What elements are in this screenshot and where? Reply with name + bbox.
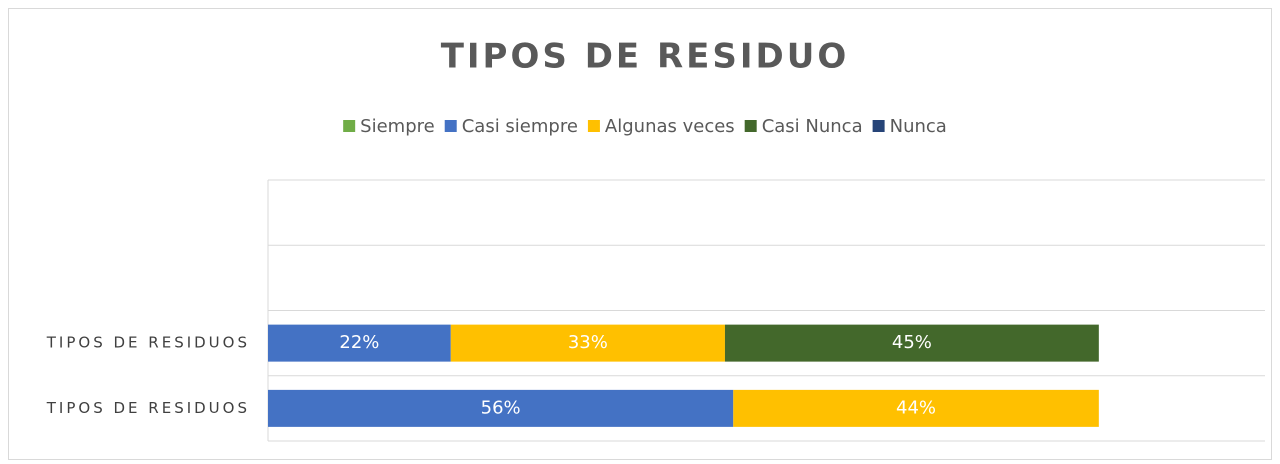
legend-label: Algunas veces xyxy=(605,116,735,137)
legend-label: Casi Nunca xyxy=(762,116,863,137)
legend: Siempre Casi siempre Algunas veces Casi Nun… xyxy=(343,116,947,137)
legend-swatch xyxy=(444,120,457,132)
data-label: 33% xyxy=(568,332,608,353)
bar-segment xyxy=(733,389,1099,427)
chart-title: TIPOS DE RESIDUO xyxy=(441,37,850,77)
bar-segment xyxy=(268,324,451,362)
legend-swatch xyxy=(343,120,356,132)
legend-label: Casi siempre xyxy=(462,116,578,137)
data-label: 56% xyxy=(481,397,521,418)
y-tick-label: TIPOS DE RESIDUOS xyxy=(46,334,250,352)
legend-swatch xyxy=(872,120,885,132)
chart-frame xyxy=(8,8,1272,460)
y-tick-label: TIPOS DE RESIDUOS xyxy=(46,399,250,417)
legend-label: Siempre xyxy=(360,116,435,137)
data-label: 45% xyxy=(892,332,932,353)
legend-label: Nunca xyxy=(890,116,947,137)
bar-segment xyxy=(724,324,1099,362)
legend-swatch xyxy=(587,120,600,132)
data-label: 44% xyxy=(896,397,936,418)
data-label: 22% xyxy=(339,332,379,353)
legend-swatch xyxy=(744,120,757,132)
bar-segment xyxy=(450,324,725,362)
bar-segment xyxy=(268,389,734,427)
